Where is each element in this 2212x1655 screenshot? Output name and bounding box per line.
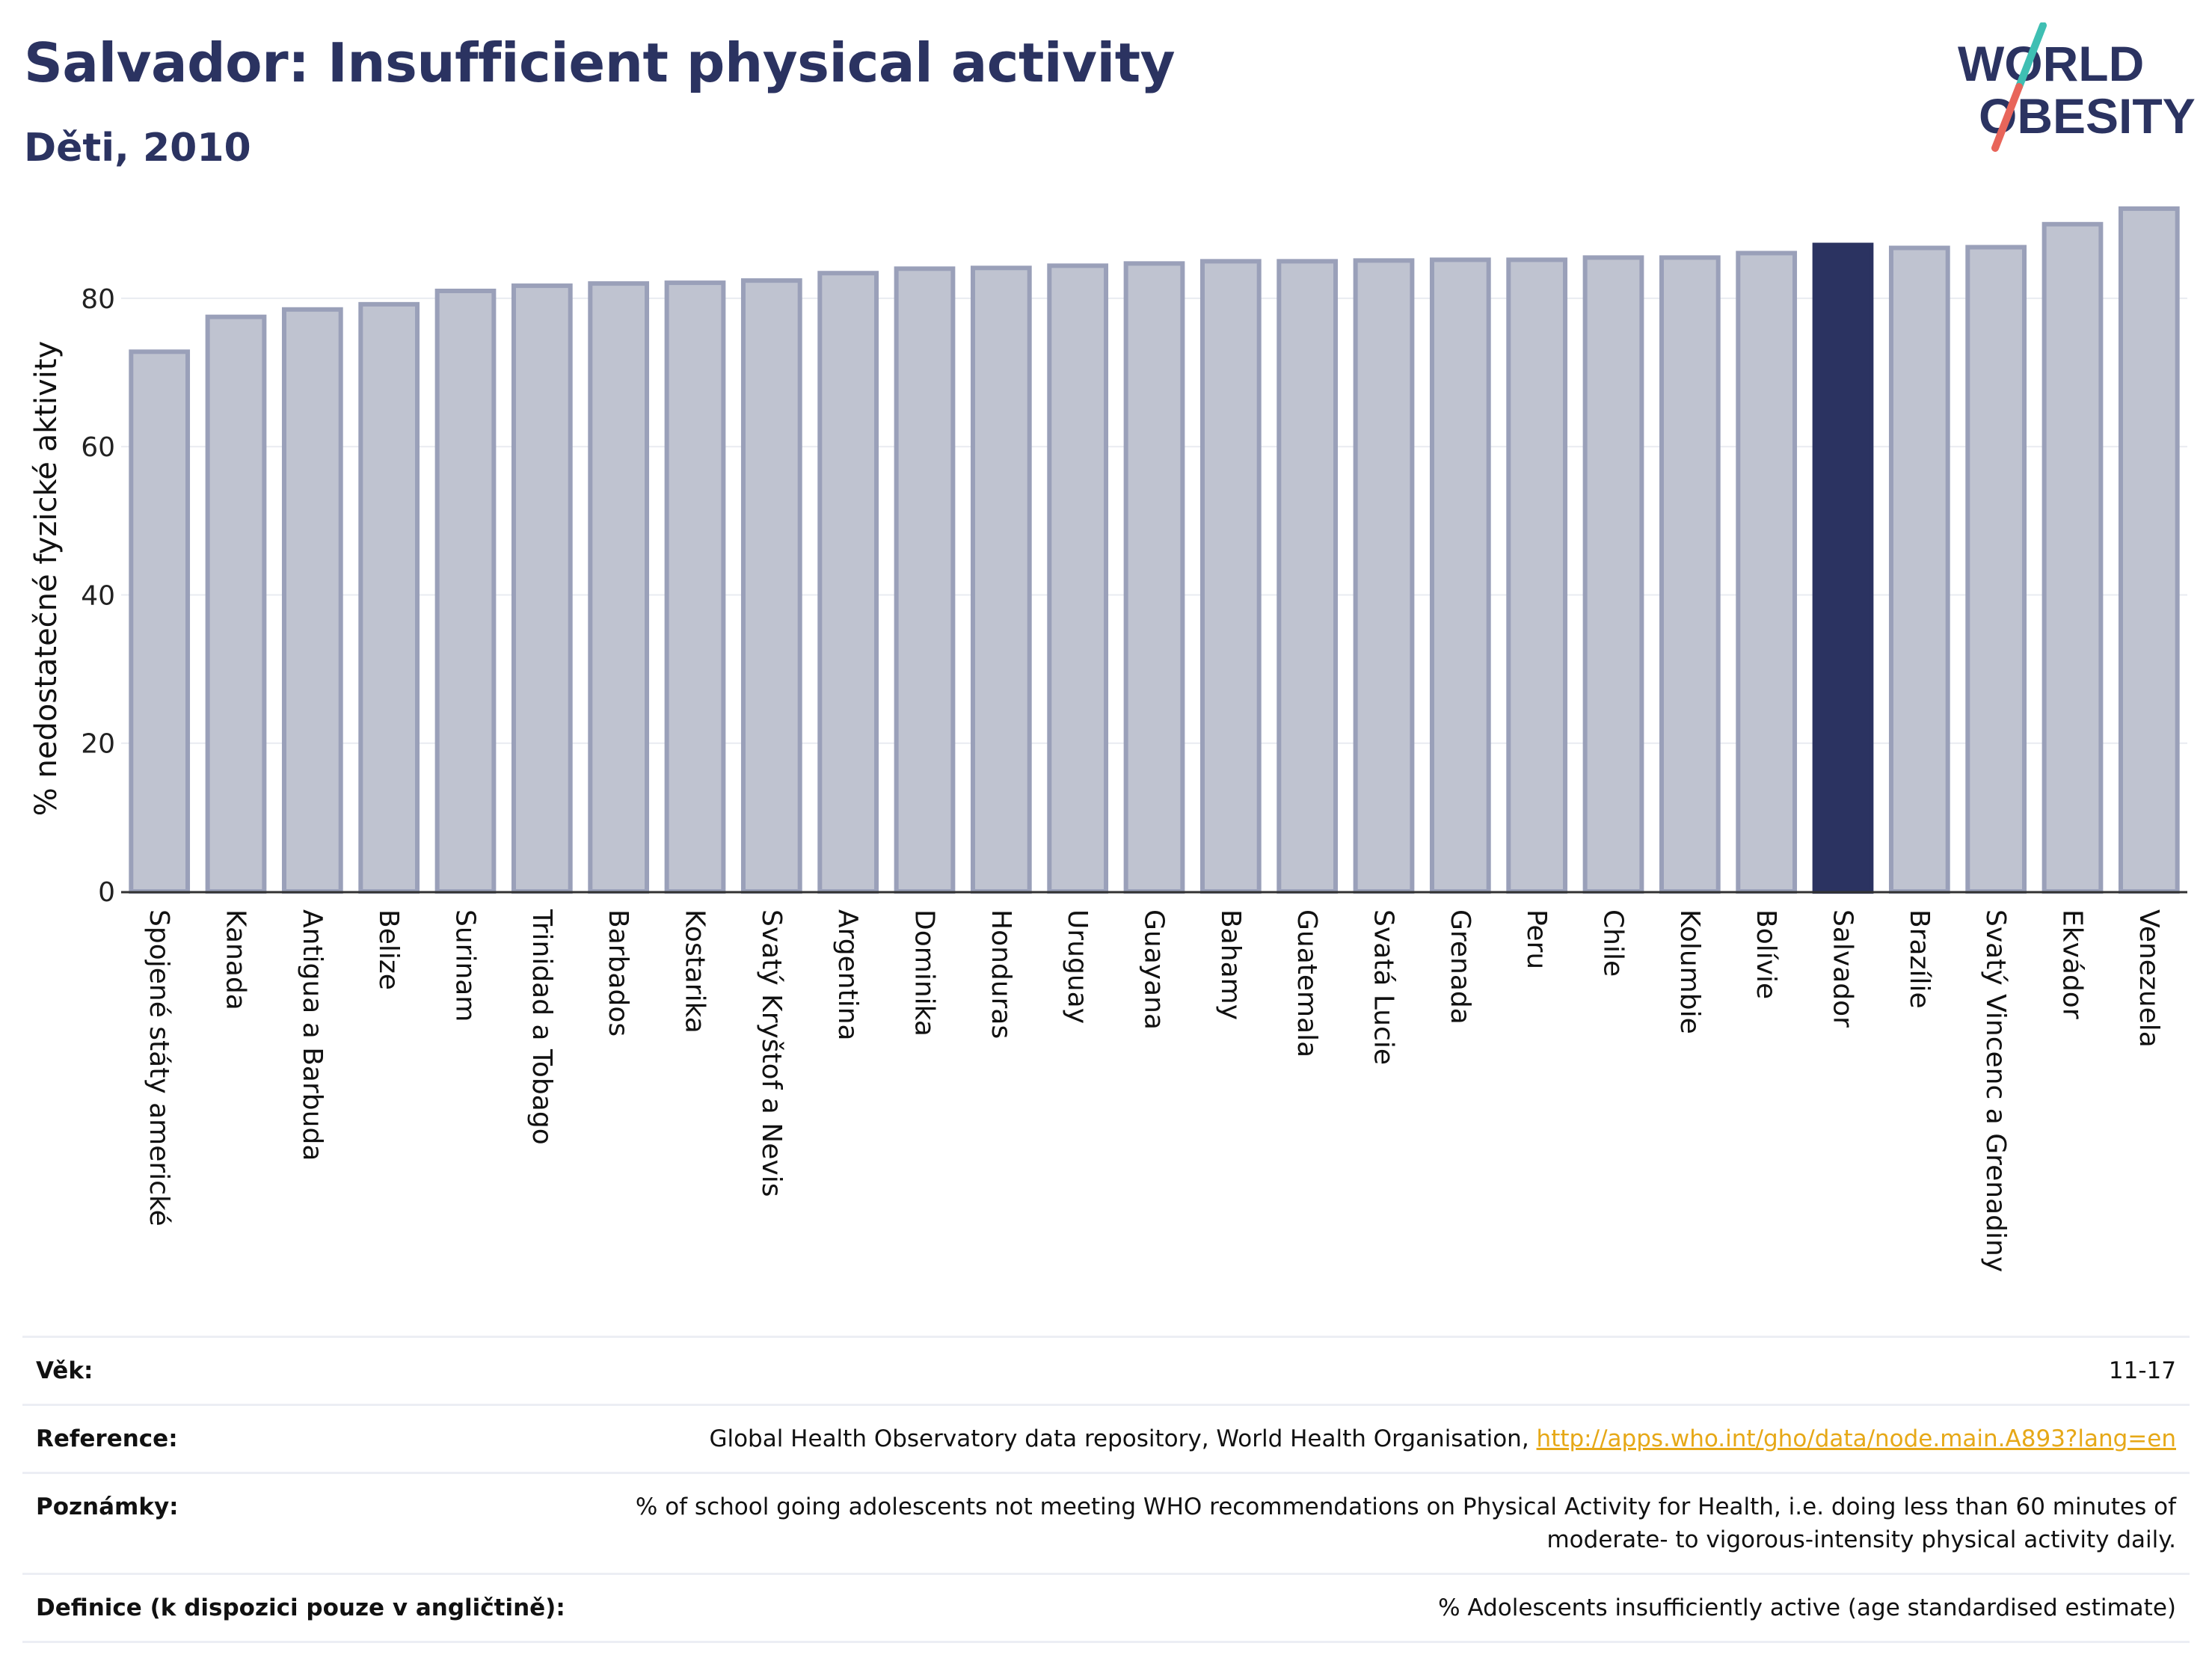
bar-svat-kry-tof-a-nevis[interactable] — [740, 278, 802, 894]
footer-row-definition: Definice (k dispozici pouze v angličtině… — [22, 1573, 2190, 1643]
notes-label: Poznámky: — [36, 1493, 179, 1520]
bar-surinam[interactable] — [434, 289, 497, 894]
x-tick-label: Bolívie — [1751, 909, 1781, 999]
bar-uruguay[interactable] — [1047, 263, 1109, 894]
info-table: Věk: 11-17 Reference: Global Health Obse… — [22, 1336, 2190, 1643]
footer-row-age: Věk: 11-17 — [22, 1336, 2190, 1404]
x-tick-label: Uruguay — [1062, 909, 1093, 1024]
y-tick-label: 0 — [98, 877, 115, 908]
bar-belize[interactable] — [358, 301, 420, 894]
x-tick-label: Barbados — [603, 909, 633, 1037]
x-tick-label: Svatý Vincenc a Grenadiny — [1980, 909, 2011, 1272]
x-tick-label: Salvador — [1828, 909, 1858, 1028]
bar-trinidad-a-tobago[interactable] — [511, 283, 573, 894]
y-axis-label: % nedostatečné fyzické aktivity — [29, 341, 64, 816]
x-tick-label: Peru — [1521, 909, 1552, 969]
bar-bol-vie[interactable] — [1736, 251, 1798, 894]
x-tick-label: Kostarika — [680, 909, 710, 1034]
x-tick-label: Svatá Lucie — [1368, 909, 1399, 1065]
x-tick-label: Guayana — [1139, 909, 1170, 1030]
reference-source-text: Global Health Observatory data repositor… — [709, 1425, 1529, 1452]
bar-braz-lie[interactable] — [1888, 245, 1950, 894]
x-tick-label: Grenada — [1445, 909, 1475, 1025]
bar-guayana[interactable] — [1123, 261, 1185, 894]
bar-svat-lucie[interactable] — [1353, 258, 1415, 894]
bar-kostarika[interactable] — [664, 280, 726, 894]
bar-venezuela[interactable] — [2118, 206, 2180, 894]
age-value: 11-17 — [2108, 1357, 2176, 1384]
definition-value: % Adolescents insufficiently active (age… — [1438, 1594, 2176, 1621]
x-axis-labels: Spojené státy americké Kanada Antigua a Ba… — [144, 909, 2164, 1272]
x-tick-label: Kolumbie — [1674, 909, 1705, 1034]
bar-guatemala[interactable] — [1276, 259, 1339, 894]
bar-dominika[interactable] — [894, 266, 956, 894]
definition-label: Definice (k dispozici pouze v angličtině… — [36, 1594, 565, 1621]
x-tick-label: Surinam — [450, 909, 481, 1022]
x-tick-label: Belize — [373, 909, 404, 990]
logo-word-world: WORLD — [1958, 36, 2144, 91]
reference-value: Global Health Observatory data repositor… — [709, 1422, 2176, 1455]
bar-kolumbie[interactable] — [1659, 255, 1721, 894]
x-tick-label: Kanada — [221, 909, 251, 1010]
bar-honduras[interactable] — [970, 265, 1032, 894]
age-label: Věk: — [36, 1357, 93, 1384]
y-tick-label: 40 — [81, 580, 115, 611]
chart-title: Salvador: Insufficient physical activity — [24, 31, 1176, 94]
x-tick-label: Ekvádor — [2057, 909, 2088, 1019]
x-tick-label: Chile — [1598, 909, 1629, 977]
bar-salvador[interactable] — [1812, 242, 1874, 894]
chart-subtitle: Děti, 2010 — [24, 126, 251, 171]
x-tick-label: Honduras — [986, 909, 1016, 1039]
x-tick-label: Guatemala — [1291, 909, 1322, 1057]
y-tick-label: 80 — [81, 284, 115, 315]
bar-kanada[interactable] — [205, 314, 267, 894]
reference-label: Reference: — [36, 1425, 178, 1452]
x-tick-label: Bahamy — [1215, 909, 1246, 1020]
bar-chile[interactable] — [1582, 255, 1644, 894]
x-tick-label: Dominika — [909, 909, 940, 1037]
x-tick-label: Venezuela — [2133, 909, 2164, 1048]
bar-ekv-dor[interactable] — [2042, 221, 2104, 894]
x-tick-label: Brazílie — [1904, 909, 1935, 1009]
x-tick-label: Spojené státy americké — [144, 909, 174, 1226]
footer-row-notes: Poznámky: % of school going adolescents … — [22, 1472, 2190, 1573]
y-axis-ticks: 0 20 40 60 80 — [81, 284, 115, 908]
bar-antigua-a-barbuda[interactable] — [281, 307, 343, 894]
bar-barbados[interactable] — [588, 281, 650, 894]
y-tick-label: 60 — [81, 432, 115, 463]
reference-link[interactable]: http://apps.who.int/gho/data/node.main.A… — [1536, 1425, 2176, 1452]
bars — [129, 206, 2180, 894]
bar-chart: 0 20 40 60 80 Spojené státy americké Kanada An… — [29, 206, 2187, 1272]
x-tick-label: Antigua a Barbuda — [297, 909, 328, 1161]
y-tick-label: 20 — [81, 729, 115, 760]
footer-row-reference: Reference: Global Health Observatory dat… — [22, 1404, 2190, 1472]
bar-peru[interactable] — [1506, 257, 1568, 894]
logo-slash-red — [1991, 83, 2023, 152]
notes-value: % of school going adolescents not meetin… — [635, 1493, 2176, 1553]
x-tick-label: Argentina — [832, 909, 863, 1041]
bar-svat-vincenc-a-grenadiny[interactable] — [1965, 245, 2027, 894]
x-tick-label: Trinidad a Tobago — [526, 909, 557, 1145]
bar-grenada[interactable] — [1429, 257, 1491, 894]
logo-slash-teal — [2015, 22, 2047, 90]
bar-bahamy[interactable] — [1199, 259, 1262, 894]
x-tick-label: Svatý Kryštof a Nevis — [756, 909, 787, 1197]
bar-spojen-st-ty-americk-[interactable] — [129, 349, 191, 894]
bar-argentina[interactable] — [817, 271, 879, 894]
world-obesity-logo: WORLD OBESITY — [1958, 22, 2196, 152]
